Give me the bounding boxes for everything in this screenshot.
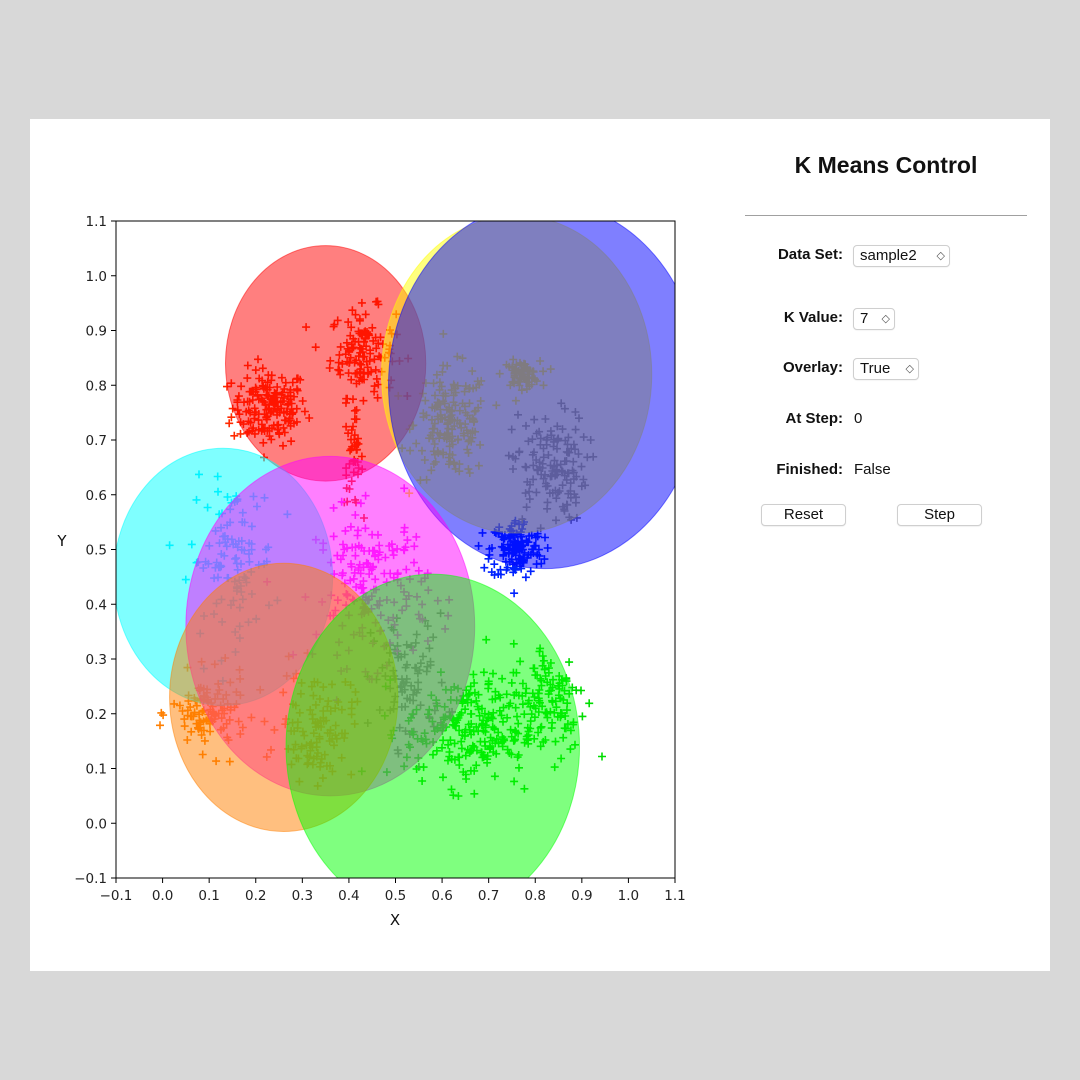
data-set-value: sample2 [860, 247, 917, 264]
y-tick-label: 1.1 [86, 214, 107, 230]
y-tick-label: 0.4 [86, 597, 107, 613]
step-button[interactable]: Step [897, 504, 982, 526]
overlay-select[interactable]: True ◇ [853, 358, 919, 380]
cluster-circle-blue [388, 221, 675, 570]
x-tick-label: 0.7 [478, 888, 499, 904]
finished-value: False [854, 461, 891, 478]
x-tick-label: −0.1 [100, 888, 133, 904]
x-tick-label: 0.2 [245, 888, 266, 904]
at-step-label: At Step: [785, 410, 844, 427]
overlay-label: Overlay: [782, 359, 843, 376]
app-window: −0.1 0.0 0.1 0.2 0.3 0.4 0.5 0.6 0.7 0.8 0.9 1.0 1.1… [30, 119, 1050, 971]
finished-label: Finished: [776, 461, 843, 478]
x-tick-label: 1.0 [618, 888, 639, 904]
x-tick-label: 0.0 [152, 888, 173, 904]
y-axis-label: Y [56, 532, 67, 550]
y-tick-label: 0.7 [86, 433, 107, 449]
panel-title: K Means Control [794, 152, 978, 178]
control-panel: K Means Control Data Set: sample2 ◇ K Va… [745, 119, 1030, 971]
k-value-label: K Value: [783, 309, 843, 326]
x-tick-label: 0.8 [525, 888, 546, 904]
y-tick-label: 0.5 [86, 543, 107, 559]
chevron-up-down-icon: ◇ [936, 250, 945, 262]
x-tick-label: 0.9 [571, 888, 592, 904]
cluster-circle-green [285, 573, 580, 878]
x-tick-label: 0.1 [198, 888, 219, 904]
x-tick-label: 0.4 [338, 888, 359, 904]
k-value-value: 7 [860, 310, 869, 327]
data-set-label: Data Set: [777, 246, 843, 263]
data-set-select[interactable]: sample2 ◇ [853, 245, 950, 267]
at-step-value: 0 [854, 410, 863, 427]
k-value-stepper[interactable]: 7 ◇ [853, 308, 895, 330]
x-tick-label: 1.1 [664, 888, 685, 904]
y-tick-label: −0.1 [74, 871, 107, 887]
axis-tick-layer: −0.1 0.0 0.1 0.2 0.3 0.4 0.5 0.6 0.7 0.8 0.9 1.0 1.1… [74, 214, 686, 904]
x-tick-label: 0.3 [292, 888, 313, 904]
panel-divider [745, 215, 1027, 216]
y-tick-label: 0.6 [86, 488, 107, 504]
y-tick-label: 0.2 [86, 707, 107, 723]
chevron-up-down-icon: ◇ [881, 313, 890, 325]
overlay-value: True [860, 360, 891, 377]
x-tick-label: 0.6 [431, 888, 452, 904]
y-tick-label: 0.1 [86, 762, 107, 778]
x-axis-label: X [390, 911, 400, 929]
y-tick-label: 0.8 [86, 378, 107, 394]
cluster-circle-layer [116, 221, 675, 878]
reset-button[interactable]: Reset [761, 504, 846, 526]
chevron-up-down-icon: ◇ [905, 363, 914, 375]
y-tick-label: 0.0 [86, 816, 107, 832]
kmeans-scatter-plot: −0.1 0.0 0.1 0.2 0.3 0.4 0.5 0.6 0.7 0.8 0.9 1.0 1.1… [56, 214, 686, 929]
x-tick-label: 0.5 [385, 888, 406, 904]
y-tick-label: 0.9 [86, 324, 107, 340]
y-tick-label: 0.3 [86, 652, 107, 668]
y-tick-label: 1.0 [86, 269, 107, 285]
